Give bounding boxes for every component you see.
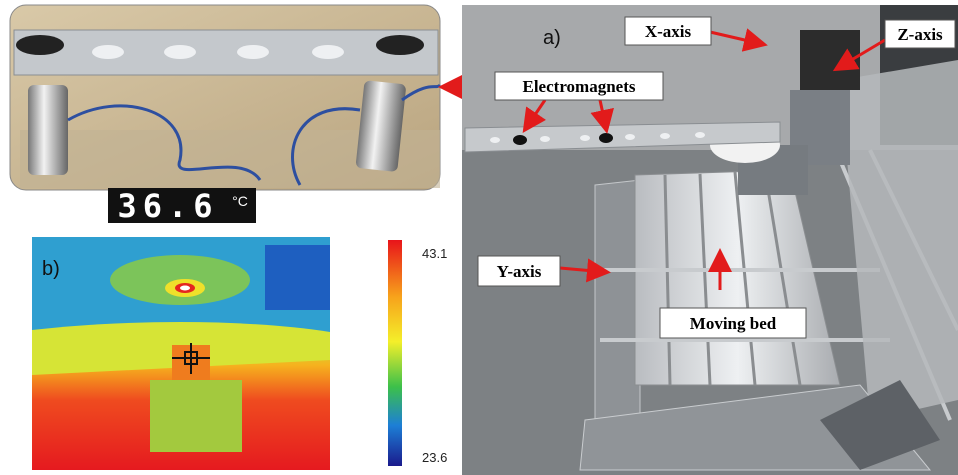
temperature-unit: °C: [232, 193, 248, 209]
panel-label: b): [42, 258, 60, 280]
thermal-image: [32, 237, 330, 470]
electromagnets-label: Electromagnets: [523, 77, 636, 96]
figure: 36.6 °C b) 43.1 23.6 a): [0, 0, 958, 475]
y-axis-label: Y-axis: [497, 262, 542, 281]
temperature: 36.6: [117, 187, 218, 225]
scale-min: 23.6: [422, 450, 447, 465]
electromagnet-photo: [10, 5, 440, 190]
z-axis-label: Z-axis: [897, 25, 943, 44]
scale-max: 43.1: [422, 246, 447, 261]
colorbar: [388, 240, 402, 466]
x-axis-label: X-axis: [645, 22, 692, 41]
moving-bed-label: Moving bed: [690, 314, 777, 333]
panel-label: a): [543, 27, 561, 49]
